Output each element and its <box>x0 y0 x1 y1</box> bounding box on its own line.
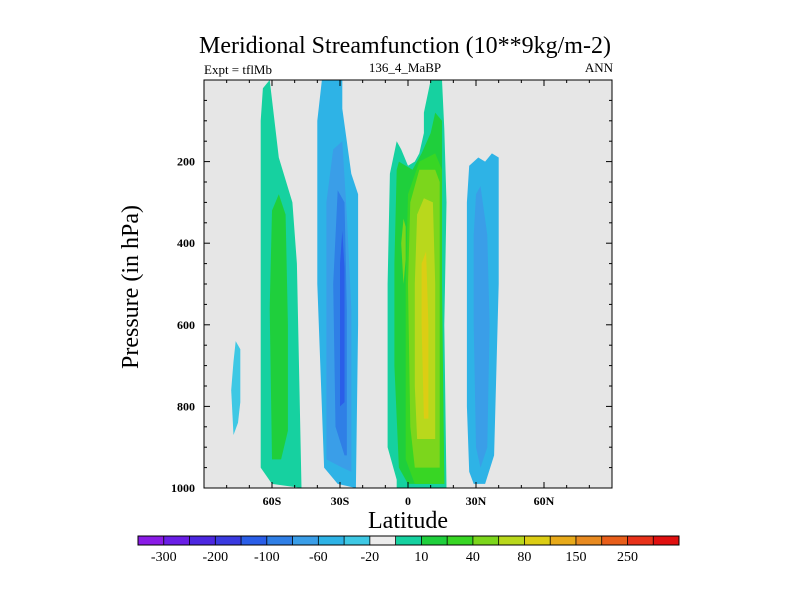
colorbar-label: -60 <box>309 550 328 565</box>
contour-region-13 <box>421 251 429 419</box>
colorbar-swatch-17 <box>575 536 603 545</box>
colorbar-swatch-14 <box>498 536 525 545</box>
colorbar-label: -200 <box>202 550 228 565</box>
colorbar-swatch-20 <box>653 536 680 545</box>
season-label: ANN <box>585 60 614 75</box>
colorbar-swatch-5 <box>266 536 293 545</box>
colorbar-swatch-12 <box>447 536 474 545</box>
contour-region-6 <box>340 231 345 407</box>
colorbar-label: 10 <box>414 550 428 565</box>
colorbar-label: 40 <box>466 550 480 565</box>
x-tick-label: 30N <box>466 494 487 508</box>
y-axis-label: Pressure (in hPa) <box>118 205 144 369</box>
x-tick-label: 60N <box>534 494 555 508</box>
chart-title: Meridional Streamfunction (10**9kg/m-2) <box>199 33 611 59</box>
colorbar-swatch-9 <box>369 536 396 545</box>
contour-region-0 <box>231 341 241 435</box>
contour-region-2 <box>269 194 288 460</box>
colorbar-swatch-10 <box>395 536 422 545</box>
colorbar-swatch-1 <box>163 536 190 545</box>
colorbar-label: -100 <box>254 550 280 565</box>
colorbar: -300 -200 -100 -60 -20 10 40 80 150 250 <box>137 535 680 565</box>
colorbar-swatch-11 <box>421 536 448 545</box>
colorbar-label: 80 <box>517 550 531 565</box>
colorbar-label: -20 <box>361 550 380 565</box>
colorbar-swatch-16 <box>550 536 577 545</box>
colorbar-swatch-7 <box>318 536 345 545</box>
colorbar-swatch-6 <box>292 536 319 545</box>
colorbar-swatch-19 <box>627 536 654 545</box>
colorbar-swatch-0 <box>138 536 165 545</box>
colorbar-swatch-13 <box>472 536 499 545</box>
colorbar-label: 150 <box>565 550 586 565</box>
y-tick-label: 1000 <box>171 481 195 495</box>
y-tick-label: 400 <box>177 236 195 250</box>
x-axis-label: Latitude <box>368 508 448 534</box>
colorbar-swatch-4 <box>241 536 268 545</box>
colorbar-swatch-18 <box>601 536 628 545</box>
colorbar-swatch-15 <box>524 536 551 545</box>
colorbar-frame <box>137 535 680 546</box>
experiment-label: Expt = tflMb <box>204 62 272 77</box>
contour-region-10 <box>401 218 406 284</box>
colorbar-swatch-3 <box>215 536 242 545</box>
colorbar-label: -300 <box>151 550 177 565</box>
x-tick-label: 0 <box>405 494 411 508</box>
x-tick-label: 60S <box>263 494 282 508</box>
colorbar-swatch-2 <box>189 536 216 545</box>
colorbar-swatch-8 <box>344 536 371 545</box>
contour-region-15 <box>473 186 490 468</box>
y-tick-label: 600 <box>177 318 195 332</box>
y-tick-label: 200 <box>177 155 195 169</box>
x-tick-label: 30S <box>331 494 350 508</box>
contour-regions <box>231 80 499 488</box>
colorbar-label: 250 <box>617 550 638 565</box>
y-tick-label: 800 <box>177 399 195 413</box>
case-label: 136_4_MaBP <box>369 60 441 75</box>
axis-ticks: 60S 30S 0 30N 60N 200 400 600 800 1000 <box>171 80 612 508</box>
